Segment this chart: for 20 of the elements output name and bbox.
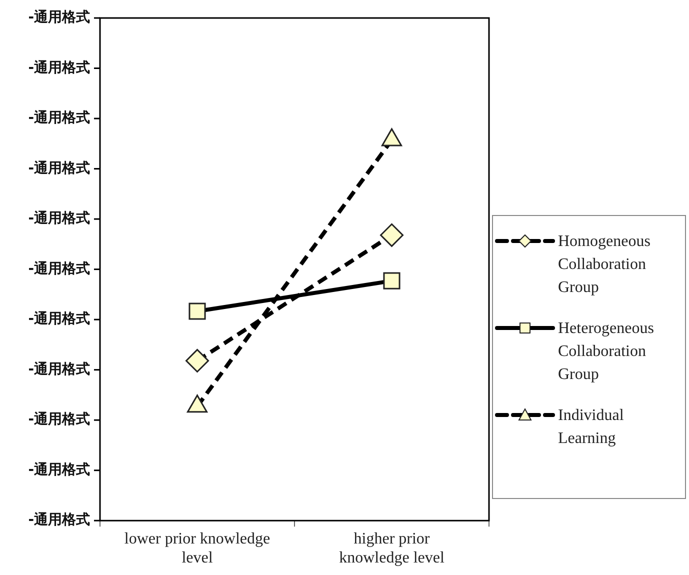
point [380,223,404,247]
text: -通用格式 [28,159,90,176]
legend-label: Individual Learning [558,406,625,449]
point [188,302,206,320]
text: -通用格式 [28,511,90,528]
x-tick-label: higher prior knowledge level [339,530,445,567]
text: -通用格式 [28,109,90,126]
text: -通用格式 [28,8,90,26]
text: -通用格式 [28,310,90,328]
legend-label: Heterogeneous Collaboration Group [558,319,655,385]
text: -通用格式 [28,210,90,227]
x-tick-label: lower prior knowledge level [124,530,270,567]
text: -通用格式 [28,360,90,378]
point [383,272,400,290]
legend-label: Homogeneous Collaboration Group [558,232,652,298]
text: -通用格式 [28,58,90,76]
point [186,349,209,372]
text: -通用格式 [28,260,90,277]
text: -通用格式 [28,410,90,428]
text: -通用格式 [28,460,90,478]
